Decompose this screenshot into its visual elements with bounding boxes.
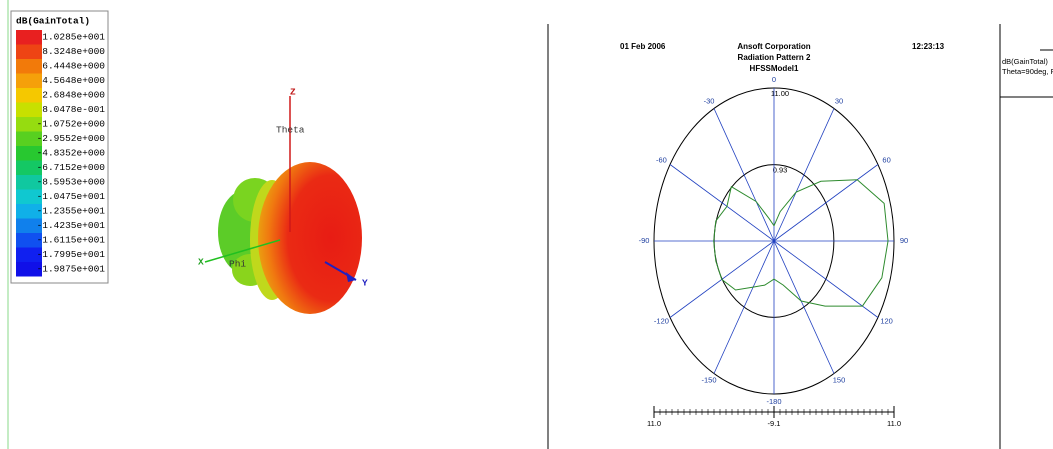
model: HFSSModel1 <box>750 64 799 73</box>
angle-label: -120 <box>654 316 669 325</box>
radial-label: 11.00 <box>771 89 789 98</box>
angle-label: -150 <box>701 375 716 384</box>
angle-grid <box>713 108 775 242</box>
legend-label: 1.0285e+001 <box>42 32 105 43</box>
time: 12:23:13 <box>912 42 945 51</box>
legend-quantity: dB(GainTotal) <box>1002 57 1048 66</box>
angle-label: -90 <box>639 236 650 245</box>
legend-swatch <box>16 189 42 204</box>
angle-label: -30 <box>704 97 715 106</box>
legend-swatch <box>16 247 42 262</box>
legend-label: 2.6848e+000 <box>42 90 105 101</box>
legend-swatch <box>16 131 42 146</box>
legend-label: -6.7152e+000 <box>37 162 106 173</box>
axis-label: Y <box>362 278 368 289</box>
legend-swatch <box>16 262 42 277</box>
axis-label: X <box>198 257 204 268</box>
angle-grid <box>713 240 775 374</box>
plot-title: Radiation Pattern 2 <box>738 53 811 62</box>
angle-grid <box>669 164 775 242</box>
angle-grid <box>773 240 835 374</box>
y-arrow <box>346 272 356 282</box>
legend-label: 8.0478e-001 <box>42 104 105 115</box>
legend-swatch <box>16 117 42 132</box>
legend-setup: Theta=90deg, Fr <box>1002 67 1053 76</box>
legend-swatch <box>16 73 42 88</box>
legend-label: -1.4235e+001 <box>37 220 106 231</box>
legend-swatch <box>16 30 42 45</box>
legend-label: -1.0475e+001 <box>37 191 106 202</box>
angle-label: 0 <box>772 75 776 84</box>
axis-label: Phi <box>229 259 246 270</box>
company: Ansoft Corporation <box>737 42 810 51</box>
angle-grid <box>773 108 835 242</box>
pattern-3d <box>204 96 362 314</box>
radial-label: 0.93 <box>773 166 788 175</box>
angle-label: 60 <box>882 155 890 164</box>
legend-swatch <box>16 59 42 74</box>
main-lobe <box>258 162 362 314</box>
angle-label: 150 <box>833 375 846 384</box>
legend-swatch <box>16 233 42 248</box>
legend-label: -8.5953e+000 <box>37 177 106 188</box>
scale-label: -9.1 <box>768 419 781 428</box>
scale-label: 11.0 <box>647 419 661 428</box>
legend-swatch <box>16 146 42 161</box>
legend-label: 8.3248e+000 <box>42 46 105 57</box>
legend-swatch <box>16 102 42 117</box>
angle-label: 30 <box>835 97 843 106</box>
legend-title: dB(GainTotal) <box>16 16 90 27</box>
legend-swatch <box>16 175 42 190</box>
angle-label: 120 <box>880 316 893 325</box>
legend-label: -1.9875e+001 <box>37 264 106 275</box>
legend-label: -1.0752e+000 <box>37 119 106 130</box>
axis-label: Z <box>290 87 296 98</box>
date: 01 Feb 2006 <box>620 42 666 51</box>
angle-grid <box>773 240 879 318</box>
legend-swatch <box>16 204 42 219</box>
axis-label: Theta <box>276 125 305 136</box>
angle-grid <box>773 164 879 242</box>
pattern-trace <box>713 179 889 307</box>
legend-swatch <box>16 218 42 233</box>
legend-label: -1.7995e+001 <box>37 249 106 260</box>
legend-label: 4.5648e+000 <box>42 75 105 86</box>
scale-label: 11.0 <box>887 419 901 428</box>
legend-swatch <box>16 160 42 175</box>
legend-swatch <box>16 44 42 59</box>
legend-label: -1.2355e+001 <box>37 206 106 217</box>
legend-label: -2.9552e+000 <box>37 133 106 144</box>
legend-label: -4.8352e+000 <box>37 148 106 159</box>
angle-label: -180 <box>766 397 781 406</box>
legend-label: 6.4448e+000 <box>42 61 105 72</box>
x-axis <box>204 239 281 263</box>
legend-swatch <box>16 88 42 103</box>
angle-label: -60 <box>656 155 667 164</box>
legend-label: -1.6115e+001 <box>37 235 106 246</box>
angle-label: 90 <box>900 236 908 245</box>
